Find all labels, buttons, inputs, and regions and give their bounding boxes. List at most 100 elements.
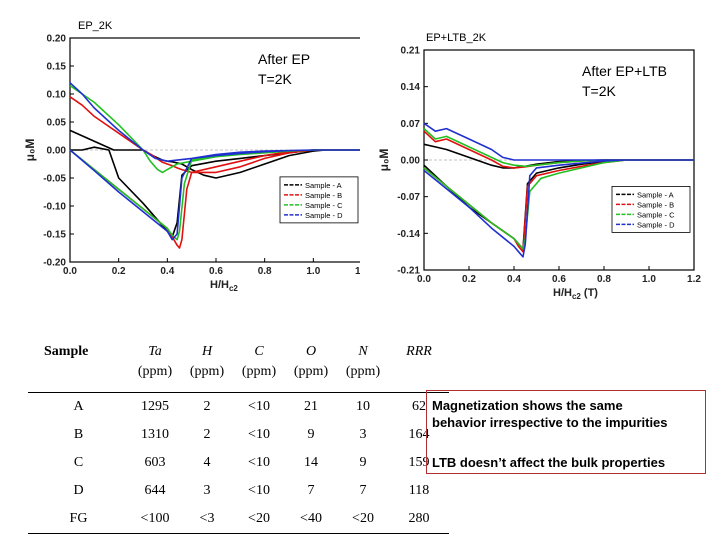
y-tick-label: 0.07 bbox=[401, 119, 421, 130]
legend-label: Sample - D bbox=[637, 220, 675, 229]
legend-label: Sample - A bbox=[637, 190, 674, 199]
y-tick-label: -0.14 bbox=[397, 229, 420, 240]
y-tick-label: 0.15 bbox=[47, 62, 67, 73]
y-tick-label: -0.05 bbox=[43, 174, 66, 185]
y-tick-label: -0.10 bbox=[43, 202, 66, 213]
chart-ep-2k-svg: 0.00.20.40.60.81.01.20.200.150.100.050.0… bbox=[23, 34, 369, 294]
x-tick-label: 0.8 bbox=[258, 266, 272, 277]
cell-sample: C bbox=[73, 455, 84, 470]
header-n: N (ppm) bbox=[345, 344, 381, 379]
y-tick-label: 0.00 bbox=[401, 156, 421, 167]
legend-label: Sample - A bbox=[305, 181, 342, 190]
cell-value: <3 bbox=[181, 505, 233, 534]
cell-value: 1310 bbox=[141, 427, 169, 442]
cell-value: <10 bbox=[248, 427, 270, 442]
x-tick-label: 0.2 bbox=[112, 266, 126, 277]
cell-value: <10 bbox=[233, 392, 285, 421]
legend-label: Sample - D bbox=[305, 211, 343, 220]
x-tick-label: 0.2 bbox=[462, 274, 476, 285]
x-tick-label: 1.0 bbox=[642, 274, 656, 285]
cell-sample: B bbox=[73, 427, 84, 442]
legend-label: Sample - B bbox=[637, 200, 674, 209]
x-tick-label: 1.0 bbox=[306, 266, 320, 277]
cell-value: 21 bbox=[285, 392, 337, 421]
annotation-line-2: T=2K bbox=[582, 83, 616, 99]
cell-value: 14 bbox=[304, 455, 318, 470]
y-tick-label: 0.21 bbox=[401, 46, 421, 57]
impurity-table: Sample Ta (ppm) H (ppm) C (ppm) O (ppm) N (pp… bbox=[28, 338, 449, 534]
x-tick-label: 0.6 bbox=[209, 266, 223, 277]
note-magnetization: Magnetization shows the same behavior ir… bbox=[432, 398, 668, 430]
cell-value: 2 bbox=[203, 427, 211, 442]
chart-ep-ltb-2k: 0.0 0.2 0.4 0.6 0.8 1.0 1.2 0.21 0.14 0.07 0.00 -0.… bbox=[360, 0, 720, 325]
header-o: O (ppm) bbox=[293, 344, 329, 379]
y-tick-label: 0.20 bbox=[47, 34, 67, 45]
x-tick-label: 0.4 bbox=[507, 274, 521, 285]
cell-value: 9 bbox=[359, 455, 367, 470]
table-row: C 603 4 <10 14 9 159 bbox=[28, 449, 449, 477]
y-tick-label: 0.05 bbox=[47, 118, 67, 129]
chart-ep-2k: 0.00.20.40.60.81.01.20.200.150.100.050.0… bbox=[0, 0, 369, 325]
table-header-row: Sample Ta (ppm) H (ppm) C (ppm) O (ppm) N (pp… bbox=[28, 338, 449, 393]
note-ltb: LTB doesn’t affect the bulk properties bbox=[432, 455, 666, 470]
header-ta: Ta (ppm) bbox=[137, 344, 173, 379]
series-line-sample-d bbox=[69, 82, 363, 241]
x-tick-label: 0.6 bbox=[552, 274, 566, 285]
table-row: D 644 3 <10 7 7 118 bbox=[28, 477, 449, 505]
table-row: A 1295 2 <10 21 10 62 bbox=[28, 392, 449, 421]
cell-value: 118 bbox=[408, 483, 430, 498]
x-tick-label: 0.4 bbox=[160, 266, 174, 277]
annotation-line-1: After EP bbox=[258, 51, 311, 67]
cell-value: <20 bbox=[233, 505, 285, 534]
y-tick-label: 0.00 bbox=[47, 146, 67, 157]
cell-value: 3 bbox=[359, 427, 367, 442]
notes-box bbox=[426, 390, 706, 474]
cell-value: 3 bbox=[203, 483, 211, 498]
annotation-line-2: T=2K bbox=[258, 71, 292, 87]
x-tick-label: 0.0 bbox=[63, 266, 77, 277]
y-tick-label: -0.07 bbox=[397, 192, 420, 203]
table-body: A 1295 2 <10 21 10 62 B 1310 2 <10 9 3 164 C 603 4 <10 14 9… bbox=[28, 392, 449, 534]
x-tick-label: 0.0 bbox=[417, 274, 431, 285]
x-tick-label: 0.8 bbox=[597, 274, 611, 285]
cell-sample: FG bbox=[28, 505, 129, 534]
y-axis-label: μ₀M bbox=[23, 139, 37, 162]
annotation-line-1: After EP+LTB bbox=[582, 63, 667, 79]
cell-value: 280 bbox=[389, 505, 449, 534]
header-c: C (ppm) bbox=[241, 344, 277, 379]
x-axis-label: H/Hc2 bbox=[210, 279, 238, 293]
cell-value: 10 bbox=[337, 392, 389, 421]
x-tick-label: 1.2 bbox=[687, 274, 701, 285]
cell-value: <20 bbox=[337, 505, 389, 534]
cell-value: <10 bbox=[248, 455, 270, 470]
chart-ep-ltb-2k-svg: 0.0 0.2 0.4 0.6 0.8 1.0 1.2 0.21 0.14 0.07 0.00 -0.… bbox=[377, 46, 701, 302]
y-tick-label: 0.10 bbox=[47, 90, 67, 101]
panel-tag: EP_2K bbox=[78, 20, 113, 32]
cell-value: 9 bbox=[307, 427, 315, 442]
header-sample: Sample bbox=[44, 344, 89, 359]
table-row: B 1310 2 <10 9 3 164 bbox=[28, 421, 449, 449]
cell-value: <10 bbox=[248, 483, 270, 498]
cell-value: 7 bbox=[359, 483, 367, 498]
panel-tag: EP+LTB_2K bbox=[426, 32, 487, 44]
header-rrr: RRR bbox=[406, 344, 432, 359]
legend-label: Sample - C bbox=[305, 201, 343, 210]
cell-value: 159 bbox=[408, 455, 430, 470]
cell-value: <40 bbox=[285, 505, 337, 534]
series-line-sample-d bbox=[423, 122, 695, 258]
cell-value: 603 bbox=[144, 455, 166, 470]
y-tick-label: -0.20 bbox=[43, 258, 66, 269]
y-axis-label: μ₀M bbox=[377, 149, 391, 172]
cell-value: 164 bbox=[408, 427, 430, 442]
y-tick-label: 0.14 bbox=[401, 82, 421, 93]
legend-label: Sample - B bbox=[305, 191, 342, 200]
cell-value: <100 bbox=[129, 505, 181, 534]
cell-value: 1295 bbox=[129, 392, 181, 421]
header-h: H (ppm) bbox=[189, 344, 225, 379]
y-tick-label: -0.15 bbox=[43, 230, 66, 241]
cell-value: 644 bbox=[144, 483, 166, 498]
y-tick-label: -0.21 bbox=[397, 266, 420, 277]
cell-value: 2 bbox=[181, 392, 233, 421]
cell-sample: A bbox=[28, 392, 129, 421]
cell-value: 7 bbox=[307, 483, 315, 498]
